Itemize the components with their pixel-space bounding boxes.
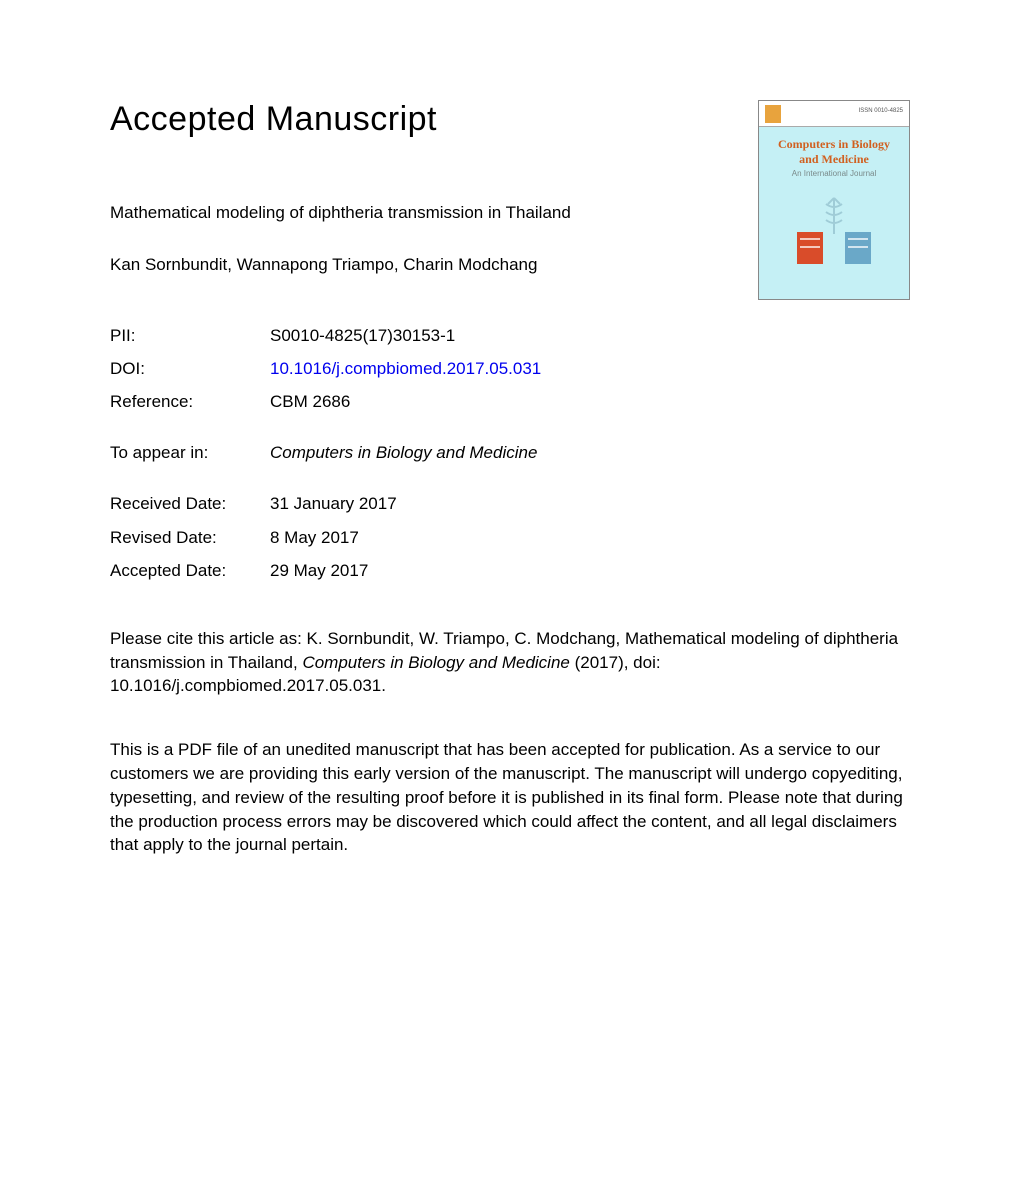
cover-block-right-icon <box>845 232 871 264</box>
received-row: Received Date: 31 January 2017 <box>110 487 910 520</box>
accepted-row: Accepted Date: 29 May 2017 <box>110 554 910 587</box>
citation-text: Please cite this article as: K. Sornbund… <box>110 627 910 698</box>
cover-subtitle: An International Journal <box>759 169 909 186</box>
reference-value: CBM 2686 <box>270 385 350 418</box>
doi-row: DOI: 10.1016/j.compbiomed.2017.05.031 <box>110 352 910 385</box>
received-label: Received Date: <box>110 487 270 520</box>
received-value: 31 January 2017 <box>270 487 397 520</box>
manuscript-page: Accepted Manuscript ISSN 0010-4825 Compu… <box>0 0 1020 857</box>
pii-value: S0010-4825(17)30153-1 <box>270 319 455 352</box>
caduceus-icon <box>814 196 854 236</box>
appear-value: Computers in Biology and Medicine <box>270 436 537 469</box>
journal-cover-thumbnail: ISSN 0010-4825 Computers in Biology and … <box>758 100 910 300</box>
pii-label: PII: <box>110 319 270 352</box>
cover-header: ISSN 0010-4825 <box>759 101 909 127</box>
metadata-table: PII: S0010-4825(17)30153-1 DOI: 10.1016/… <box>110 319 910 587</box>
publisher-logo-icon <box>765 105 781 123</box>
appear-label: To appear in: <box>110 436 270 469</box>
accepted-label: Accepted Date: <box>110 554 270 587</box>
disclaimer-text: This is a PDF file of an unedited manusc… <box>110 738 910 857</box>
cover-graphic <box>789 204 879 264</box>
appear-row: To appear in: Computers in Biology and M… <box>110 436 910 469</box>
revised-value: 8 May 2017 <box>270 521 359 554</box>
cover-issn-text: ISSN 0010-4825 <box>859 108 903 114</box>
reference-label: Reference: <box>110 385 270 418</box>
reference-row: Reference: CBM 2686 <box>110 385 910 418</box>
accepted-value: 29 May 2017 <box>270 554 368 587</box>
cover-block-left-icon <box>797 232 823 264</box>
cover-journal-title: Computers in Biology and Medicine <box>759 127 909 169</box>
revised-label: Revised Date: <box>110 521 270 554</box>
doi-link[interactable]: 10.1016/j.compbiomed.2017.05.031 <box>270 352 541 385</box>
dates-block: Received Date: 31 January 2017 Revised D… <box>110 487 910 586</box>
revised-row: Revised Date: 8 May 2017 <box>110 521 910 554</box>
doi-label: DOI: <box>110 352 270 385</box>
citation-journal: Computers in Biology and Medicine <box>302 653 569 672</box>
pii-row: PII: S0010-4825(17)30153-1 <box>110 319 910 352</box>
